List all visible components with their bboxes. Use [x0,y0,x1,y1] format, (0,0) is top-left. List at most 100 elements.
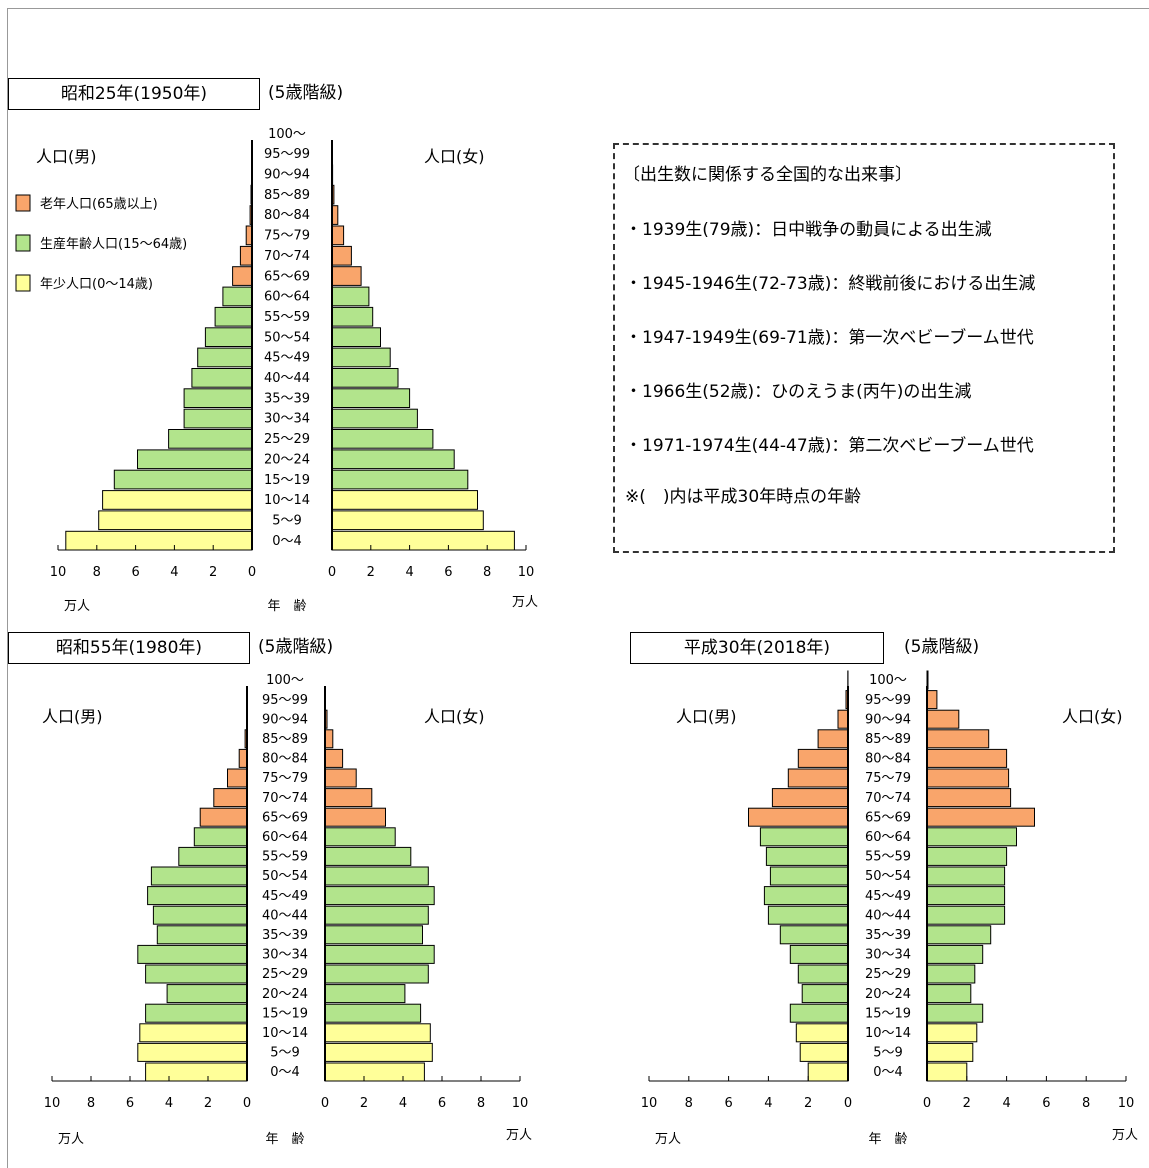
bar-2018-female-12 [927,828,1017,846]
age-label: 95～99 [865,693,911,708]
age-label: 45～49 [262,889,308,904]
bar-1950-female-5 [332,430,433,449]
bar-2018-female-1 [927,1043,973,1061]
x-tick-label: 8 [483,565,491,580]
age-label: 25～29 [865,967,911,982]
x-tick-label: 4 [399,1096,407,1111]
age-label: 85～89 [262,732,308,747]
male-label: 人口(男) [676,707,737,726]
x-tick-label: 2 [360,1096,368,1111]
bar-1980-female-12 [325,828,395,846]
x-tick-label: 10 [1118,1096,1135,1111]
age-axis-label: 年 齢 [868,1132,907,1147]
age-label: 75～79 [262,771,308,786]
bar-2018-male-3 [790,1004,848,1022]
bar-2018-male-7 [780,926,848,944]
x-tick-label: 2 [963,1096,971,1111]
bar-1980-male-15 [228,769,248,787]
bar-1950-female-10 [332,328,381,347]
bar-1950-female-6 [332,409,417,428]
unit-label-left: 万人 [58,1132,84,1147]
x-tick-label: 10 [50,565,67,580]
bar-2018-female-11 [927,847,1007,865]
bar-1950-male-13 [233,267,252,286]
bar-1980-male-5 [146,965,247,983]
age-label: 85～89 [865,732,911,747]
bar-2018-female-17 [927,730,989,748]
bar-2018-male-6 [790,945,848,963]
bar-2018-female-14 [927,789,1011,807]
bar-1950-male-10 [205,328,252,347]
bar-2018-male-2 [796,1024,848,1042]
bar-2018-female-5 [927,965,975,983]
age-label: 65～69 [865,810,911,825]
bar-1980-male-2 [140,1024,247,1042]
age-label: 65～69 [264,269,310,284]
legend-swatch-work [16,235,30,251]
bar-1980-male-10 [151,867,247,885]
x-tick-label: 6 [724,1096,732,1111]
bar-1950-female-14 [332,246,351,265]
age-label: 40～44 [264,371,310,386]
bar-2018-female-13 [927,808,1035,826]
bar-1950-female-9 [332,348,390,367]
age-label: 80～84 [262,752,308,767]
male-label: 人口(男) [36,147,97,166]
bar-1980-male-13 [200,808,247,826]
age-label: 20～24 [262,987,308,1002]
legend-swatch-young [16,275,30,291]
bar-1950-male-14 [240,246,252,265]
x-tick-label: 10 [518,565,535,580]
bar-1950-male-6 [184,409,252,428]
bar-1980-male-3 [146,1004,247,1022]
bar-1950-female-1 [332,511,483,530]
x-tick-label: 6 [1042,1096,1050,1111]
x-tick-label: 2 [367,565,375,580]
bar-1980-female-16 [325,749,343,767]
age-label: 15～19 [865,1006,911,1021]
age-label: 100～ [869,673,907,688]
x-tick-label: 10 [44,1096,61,1111]
legend-label-young: 年少人口(0～14歳) [40,277,153,292]
bar-1980-female-4 [325,985,405,1003]
age-label: 10～14 [262,1026,308,1041]
age-label: 60～64 [865,830,911,845]
age-label: 25～29 [264,432,310,447]
legend-label-old: 老年人口(65歳以上) [40,197,158,212]
bar-1950-female-13 [332,267,361,286]
age-label: 50～54 [264,330,310,345]
age-label: 100～ [268,127,306,142]
age-label: 5～9 [272,514,302,529]
x-tick-label: 4 [764,1096,772,1111]
bar-1950-male-8 [192,369,252,388]
bar-2018-male-13 [749,808,849,826]
age-label: 0～4 [873,1065,903,1080]
age-label: 75～79 [264,229,310,244]
bar-2018-female-19 [927,691,937,709]
age-label: 55～59 [262,850,308,865]
bar-2018-male-4 [802,985,848,1003]
bar-1950-female-3 [332,470,468,489]
bar-1950-male-0 [66,531,252,550]
age-label: 90～94 [865,712,911,727]
bar-1980-male-16 [239,749,247,767]
age-label: 20～24 [865,987,911,1002]
age-label: 50～54 [262,869,308,884]
bar-1980-female-1 [325,1043,432,1061]
x-tick-label: 2 [804,1096,812,1111]
age-label: 15～19 [264,473,310,488]
bar-1950-female-11 [332,307,373,326]
age-axis-label: 年 齢 [267,599,306,614]
bar-2018-male-8 [768,906,848,924]
age-label: 40～44 [865,908,911,923]
x-tick-label: 0 [844,1096,852,1111]
legend-label-work: 生産年齢人口(15～64歳) [40,236,187,252]
bar-1980-female-11 [325,847,411,865]
bar-2018-female-0 [927,1063,967,1081]
age-label: 90～94 [262,712,308,727]
unit-label-left: 万人 [655,1132,681,1147]
bar-1980-male-7 [157,926,247,944]
unit-label-left: 万人 [64,599,90,614]
bar-2018-male-1 [800,1043,848,1061]
